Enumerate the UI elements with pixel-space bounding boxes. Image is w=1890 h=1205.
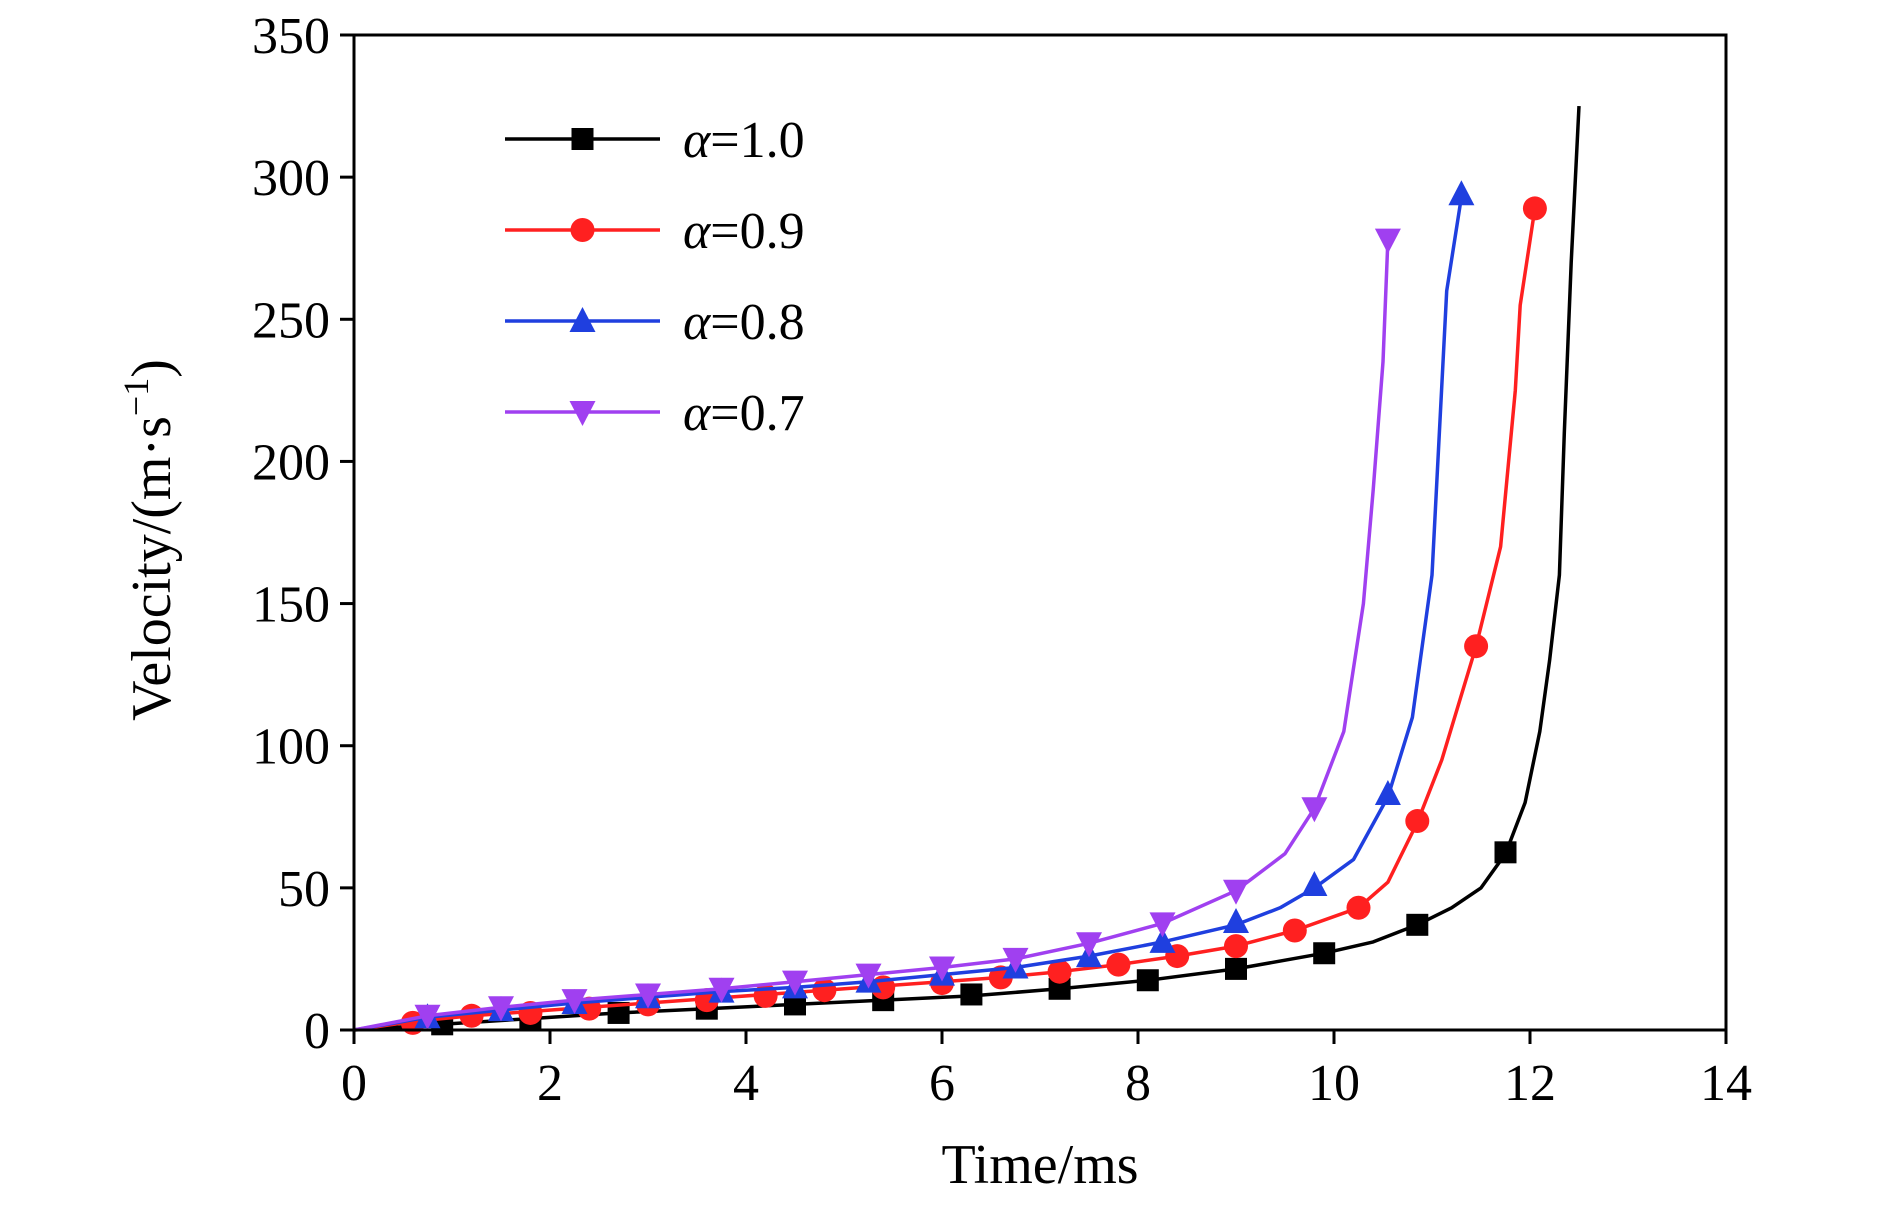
- data-point: [1522, 196, 1547, 221]
- data-point: [1374, 780, 1401, 806]
- x-tick-label: 4: [733, 1055, 759, 1112]
- data-point: [708, 977, 735, 1003]
- data-point: [1149, 912, 1176, 938]
- data-point: [929, 956, 955, 982]
- data-point: [1223, 879, 1249, 905]
- data-point: [488, 996, 514, 1022]
- ticks-layer: 0 2 4 6 8 10 12 14 0 50 100 150 200 250 300 350: [252, 8, 1752, 1112]
- data-point: [1346, 895, 1371, 920]
- legend-label: α=0.7: [683, 385, 805, 442]
- x-tick-label: 14: [1700, 1055, 1752, 1112]
- legend: α=1.0α=0.9α=0.8α=0.7: [505, 112, 805, 442]
- legend-label: α=0.8: [683, 294, 805, 351]
- data-point: [855, 963, 882, 989]
- y-axis-label-main: Velocity/(m·s: [121, 416, 183, 721]
- y-tick-label: 100: [252, 719, 330, 776]
- data-point: [635, 983, 661, 1009]
- series-line: [353, 106, 1581, 1032]
- legend-label: α=0.9: [683, 203, 805, 260]
- data-point: [1149, 927, 1176, 953]
- data-point: [561, 989, 588, 1015]
- data-point: [1301, 871, 1328, 897]
- data-point: [1301, 797, 1328, 823]
- legend-swatch-marker: [569, 307, 596, 332]
- data-point: [1136, 969, 1159, 992]
- data-point: [1002, 947, 1029, 973]
- legend-symbol: α: [683, 112, 712, 169]
- y-axis-label: Velocity/(m·s−1): [116, 359, 183, 721]
- data-point: [1225, 957, 1247, 980]
- legend-symbol: α: [683, 385, 712, 442]
- data-point: [784, 993, 806, 1016]
- legend-value: =0.8: [710, 294, 804, 351]
- legend-item: α=0.7: [505, 385, 805, 442]
- y-axis-label-exponent: −1: [116, 378, 156, 416]
- x-tick-label: 8: [1125, 1055, 1151, 1112]
- legend-item: α=0.8: [505, 294, 805, 351]
- series-2: [353, 180, 1475, 1032]
- x-tick-label: 6: [929, 1055, 955, 1112]
- series-layer: [353, 106, 1581, 1036]
- y-tick-label: 0: [304, 1003, 330, 1060]
- legend-label: α=1.0: [683, 112, 805, 169]
- data-point: [1406, 913, 1429, 936]
- data-point: [1047, 959, 1072, 984]
- y-tick-label: 200: [252, 434, 330, 491]
- data-point: [1048, 977, 1071, 1000]
- legend-value: =1.0: [710, 112, 804, 169]
- legend-value: =0.7: [710, 385, 804, 442]
- x-tick-label: 10: [1308, 1055, 1360, 1112]
- y-tick-label: 250: [252, 292, 330, 349]
- data-point: [414, 1004, 441, 1030]
- y-tick-label: 50: [278, 861, 330, 918]
- data-point: [1374, 228, 1401, 254]
- legend-symbol: α: [683, 203, 712, 260]
- data-point: [1494, 841, 1517, 864]
- data-point: [1076, 932, 1102, 958]
- legend-swatch-marker: [570, 218, 595, 242]
- legend-item: α=0.9: [505, 203, 805, 260]
- y-tick-label: 350: [252, 8, 330, 65]
- series-line: [353, 239, 1390, 1032]
- series-0: [353, 106, 1581, 1036]
- x-axis-label: Time/ms: [941, 1134, 1138, 1196]
- data-point: [1224, 934, 1248, 959]
- data-point: [782, 970, 808, 996]
- legend-swatch-marker: [571, 128, 594, 150]
- data-point: [1313, 942, 1336, 965]
- x-tick-label: 12: [1504, 1055, 1556, 1112]
- plot-frame: [352, 33, 1728, 1032]
- y-tick-label: 150: [252, 577, 330, 634]
- data-point: [1464, 634, 1489, 659]
- legend-swatch-marker: [569, 401, 596, 426]
- data-point: [812, 978, 837, 1003]
- data-point: [1223, 907, 1249, 933]
- legend-symbol: α: [683, 294, 712, 351]
- data-point: [1106, 952, 1131, 977]
- x-tick-label: 2: [537, 1055, 563, 1112]
- legend-item: α=1.0: [505, 112, 805, 169]
- data-point: [1448, 180, 1475, 206]
- data-point: [960, 983, 983, 1006]
- data-point: [607, 1001, 630, 1024]
- legend-value: =0.9: [710, 203, 804, 260]
- data-point: [459, 1003, 484, 1028]
- y-tick-label: 300: [252, 150, 330, 207]
- data-point: [1282, 918, 1307, 943]
- series-3: [353, 228, 1401, 1032]
- x-tick-label: 0: [341, 1055, 367, 1112]
- y-axis-label-close: ): [121, 359, 183, 378]
- data-point: [1405, 809, 1430, 834]
